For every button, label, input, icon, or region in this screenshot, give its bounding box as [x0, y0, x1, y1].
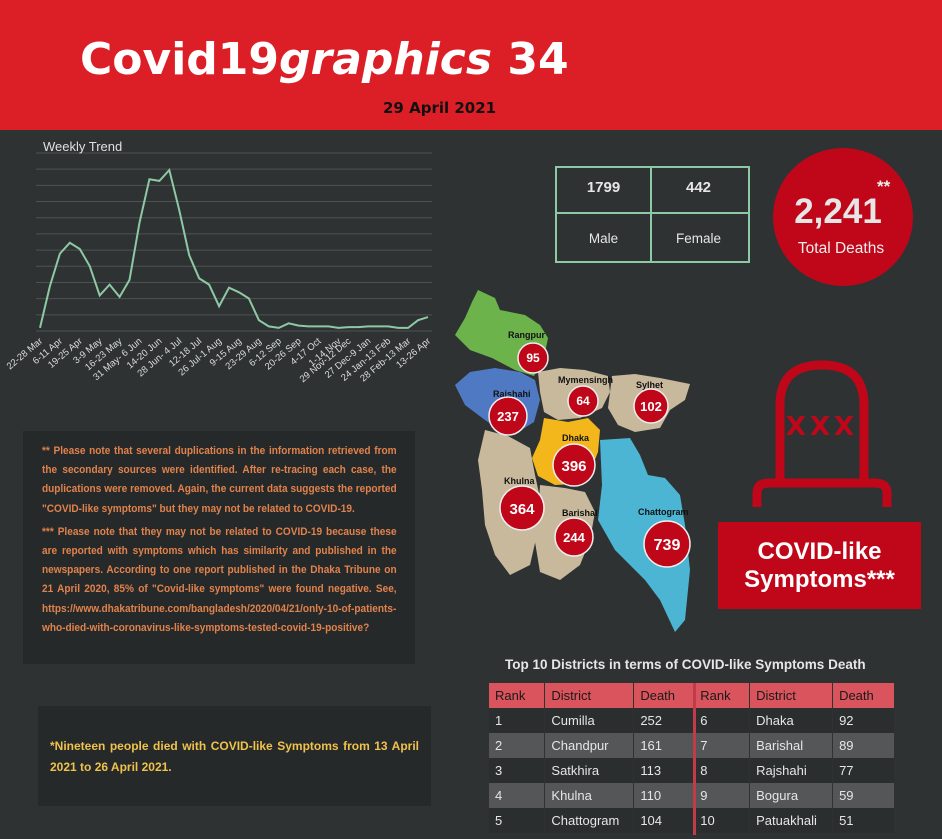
total-footnote-mark: **: [877, 177, 891, 196]
nineteen-note-panel: *Nineteen people died with COVID-like Sy…: [38, 706, 431, 806]
cell: 2: [489, 733, 546, 758]
table-row: 1 Cumilla 252 6 Dhaka 92: [489, 708, 895, 733]
series-line: [39, 167, 429, 329]
table-column-divider: [693, 683, 696, 835]
footnote-duplications: ** Please note that several duplications…: [42, 445, 397, 515]
cell: 1: [489, 708, 546, 733]
map-label-sylhet: Sylhet: [636, 380, 663, 390]
cell: 59: [832, 783, 895, 808]
map-label-barishal: Barishal: [562, 508, 598, 518]
cell: 4: [489, 783, 546, 808]
divider: [650, 168, 652, 261]
map-label-mymensingh: Mymensingh: [558, 375, 613, 385]
table-title: Top 10 Districts in terms of COVID-like …: [505, 657, 866, 672]
map-count-mymensingh: 64: [576, 394, 590, 408]
col-header-death: Death: [832, 683, 895, 708]
col-header-death: Death: [633, 683, 695, 708]
map-label-rajshahi: Rajshahi: [493, 389, 531, 399]
tombstone-marks: XXX: [786, 412, 858, 442]
table-header-row: Rank District Death Rank District Death: [489, 683, 895, 708]
map-label-chattogram: Chattogram: [638, 507, 689, 517]
map-bubble-sylhet: [633, 388, 669, 424]
cell: 3: [489, 758, 546, 783]
cell: Patuakhali: [749, 808, 834, 833]
cell: Barishal: [749, 733, 834, 758]
cell: Bogura: [749, 783, 834, 808]
cell: Cumilla: [544, 708, 635, 733]
col-header-district: District: [749, 683, 834, 708]
cell: Khulna: [544, 783, 635, 808]
report-date: 29 April 2021: [383, 99, 497, 117]
col-header-district: District: [544, 683, 635, 708]
header-banner: [0, 0, 942, 130]
cell: 7: [693, 733, 751, 758]
footnote-panel: ** Please note that several duplications…: [23, 431, 415, 664]
cell: Chattogram: [544, 808, 635, 833]
map-label-khulna: Khulna: [504, 476, 535, 486]
table-row: 3 Satkhira 113 8 Rajshahi 77: [489, 758, 895, 783]
map-count-barishal: 244: [563, 530, 585, 545]
map-label-rangpur: Rangpur: [508, 330, 545, 340]
map-bubble-dhaka: [552, 443, 596, 487]
cell: Rajshahi: [749, 758, 834, 783]
cell: Chandpur: [544, 733, 635, 758]
chart-title: Weekly Trend: [43, 139, 123, 154]
col-header-rank: Rank: [489, 683, 546, 708]
map-bubble-rangpur: [517, 342, 549, 374]
nineteen-note: *Nineteen people died with COVID-like Sy…: [50, 739, 419, 774]
map-bubble-chattogram: [643, 520, 691, 568]
cell: 51: [832, 808, 895, 833]
footnote-symptoms: *** Please note that they may not be rel…: [42, 525, 397, 634]
female-count: 442: [685, 179, 712, 196]
tombstone-icon: XXX: [752, 360, 892, 507]
map-bubble-khulna: [499, 485, 545, 531]
cell: 110: [633, 783, 695, 808]
table-row: 4 Khulna 110 9 Bogura 59: [489, 783, 895, 808]
total-deaths-label: Total Deaths: [797, 240, 885, 257]
cell: 8: [693, 758, 751, 783]
page-title: Covid19graphics 34: [80, 34, 569, 85]
cell: 161: [633, 733, 695, 758]
cell: 113: [633, 758, 695, 783]
covid-like-symptoms-box: COVID-like Symptoms***: [718, 522, 921, 609]
bangladesh-map: Rangpur Rajshahi Mymensingh Sylhet Dhaka…: [455, 290, 691, 632]
cell: 6: [693, 708, 751, 733]
map-count-rangpur: 95: [526, 351, 540, 365]
cell: 5: [489, 808, 546, 833]
table-row: 5 Chattogram 104 10 Patuakhali 51: [489, 808, 895, 833]
map-bubble-barishal: [554, 517, 594, 557]
cell: Satkhira: [544, 758, 635, 783]
male-count: 1799: [586, 179, 621, 196]
cell: 77: [832, 758, 895, 783]
map-count-rajshahi: 237: [497, 409, 519, 424]
map-count-khulna: 364: [509, 501, 535, 518]
map-count-sylhet: 102: [640, 399, 662, 414]
cell: 104: [633, 808, 695, 833]
cell: 9: [693, 783, 751, 808]
map-bubble-mymensingh: [567, 385, 599, 417]
map-label-dhaka: Dhaka: [562, 433, 590, 443]
total-deaths-value: 2,241: [794, 192, 882, 231]
map-count-chattogram: 739: [654, 537, 681, 554]
total-deaths-circle: [773, 148, 913, 286]
cell: 89: [832, 733, 895, 758]
covid-box-line2: Symptoms***: [744, 566, 895, 593]
cell: 92: [832, 708, 895, 733]
gender-stats-box: 1799 442 Male Female: [555, 166, 750, 263]
table-row: 2 Chandpur 161 7 Barishal 89: [489, 733, 895, 758]
male-label: Male: [588, 231, 619, 246]
cell: 10: [693, 808, 751, 833]
cell: Dhaka: [749, 708, 834, 733]
female-label: Female: [675, 231, 721, 246]
map-region-chattogram: [598, 438, 690, 632]
divider: [557, 212, 748, 214]
col-header-rank: Rank: [693, 683, 751, 708]
map-bubble-rajshahi: [488, 396, 528, 436]
top-districts-table: Rank District Death Rank District Death …: [489, 683, 895, 833]
cell: 252: [633, 708, 695, 733]
map-count-dhaka: 396: [561, 458, 586, 475]
covid-box-line1: COVID-like: [757, 538, 882, 565]
